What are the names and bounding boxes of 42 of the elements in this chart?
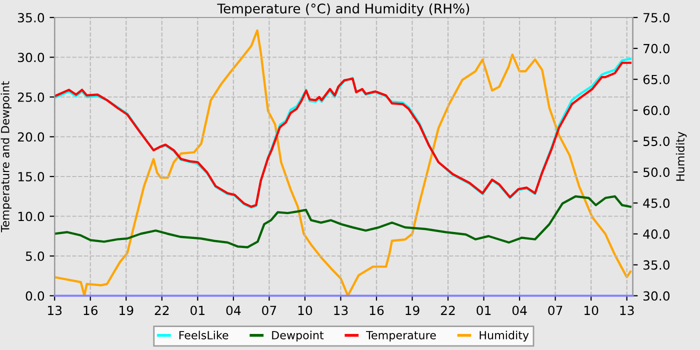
y2-tick-label: 35.0 [643,260,670,270]
x-tick-label: 19 [406,306,420,316]
y-tick-label: 0.0 [26,291,44,301]
legend-label: FeelsLike [179,330,228,340]
y-tick-label: 15.0 [18,172,44,182]
x-tick-label: 01 [190,306,204,316]
y-tick-label: 5.0 [26,251,44,261]
x-tick-label: 04 [512,306,527,316]
x-tick-label: 07 [548,306,562,316]
x-tick-label: 01 [476,306,491,316]
x-tick-label: 22 [154,306,169,315]
y2-tick-label: 55.0 [643,136,670,146]
x-tick-label: 10 [584,306,598,316]
legend-label: Dewpoint [272,330,324,342]
y-tick-label: 25.0 [18,92,44,102]
x-tick-label: 07 [262,306,276,316]
y-tick-label: 30.0 [18,52,44,62]
y2-tick-label: 30.0 [643,291,670,301]
x-tick-label: 13 [334,306,348,316]
x-tick-label: 10 [298,306,312,316]
y2-tick-label: 45.0 [643,198,670,208]
y2-tick-label: 50.0 [643,168,670,178]
x-tick-label: 04 [226,306,241,316]
y-axis-title: Temperature and Dewpoint [0,81,12,232]
y-tick-label: 10.0 [18,212,44,222]
y-tick-label: 35.0 [18,12,44,22]
chart-title: Temperature (°C) and Humidity (RH%) [217,3,470,16]
y2-axis-title: Humidity [676,132,687,181]
y2-tick-label: 65.0 [643,74,670,84]
x-tick-label: 13 [48,306,62,316]
x-tick-label: 13 [620,306,634,316]
legend-label: Temperature [366,331,436,342]
x-tick-label: 16 [370,306,384,316]
y2-tick-label: 70.0 [644,44,670,54]
x-tick-label: 19 [120,306,134,316]
x-tick-label: 22 [440,306,455,315]
x-tick-label: 16 [84,306,98,316]
y-tick-label: 20.0 [18,132,44,142]
y2-tick-label: 40.0 [643,229,670,239]
legend-label: Humidity [480,330,529,342]
y2-tick-label: 75.0 [644,12,670,22]
y2-tick-label: 60.0 [643,106,670,116]
